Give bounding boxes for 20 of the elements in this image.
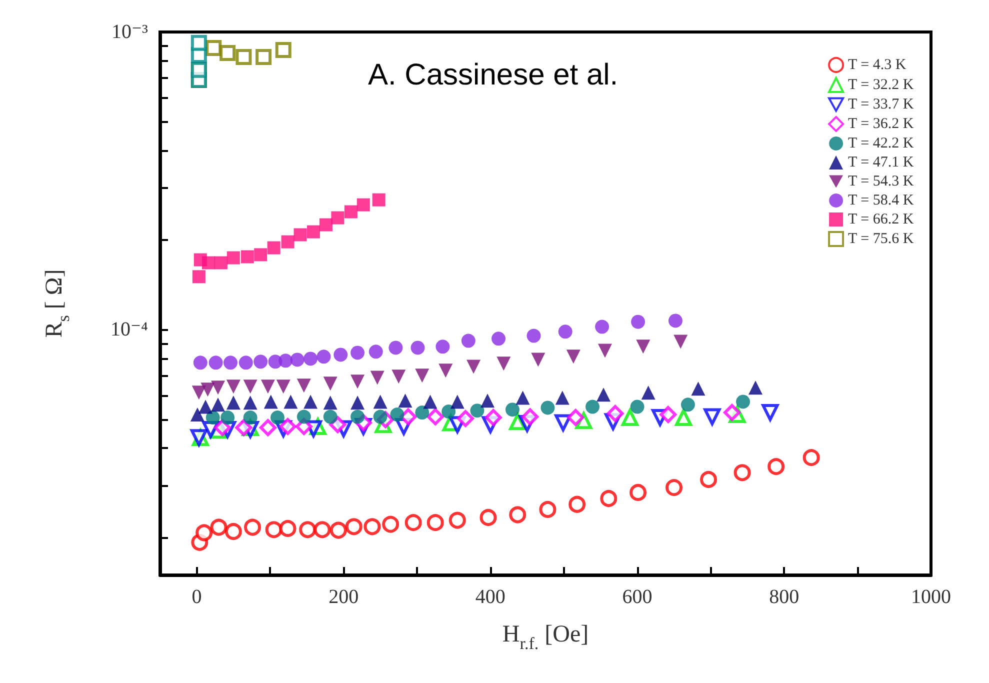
- legend-label: T = 42.2 K: [848, 136, 914, 152]
- y-axis-title: Rs [ Ω]: [42, 269, 73, 338]
- x-tick-label: 400: [475, 586, 506, 608]
- annotation: A. Cassinese et al.: [368, 58, 618, 92]
- x-tick-label: 200: [328, 586, 359, 608]
- legend-label: T = 75.6 K: [848, 231, 914, 247]
- x-tick-label: 800: [769, 586, 800, 608]
- legend-label: T = 58.4 K: [848, 192, 914, 208]
- legend-label: T = 32.2 K: [848, 77, 914, 93]
- y-tick-label: 10⁻³: [111, 21, 148, 43]
- legend-label: T = 33.7 K: [848, 96, 914, 112]
- x-tick-label: 0: [192, 586, 202, 608]
- legend-label: T = 54.3 K: [848, 174, 914, 190]
- legend-label: T = 47.1 K: [848, 154, 914, 170]
- y-tick-label: 10⁻⁴: [110, 318, 148, 341]
- legend-label: T = 4.3 K: [848, 57, 906, 73]
- x-tick-label: 1000: [911, 586, 951, 608]
- x-tick-label: 600: [622, 586, 652, 608]
- legend-label: T = 66.2 K: [848, 212, 914, 228]
- legend-label: T = 36.2 K: [848, 116, 914, 132]
